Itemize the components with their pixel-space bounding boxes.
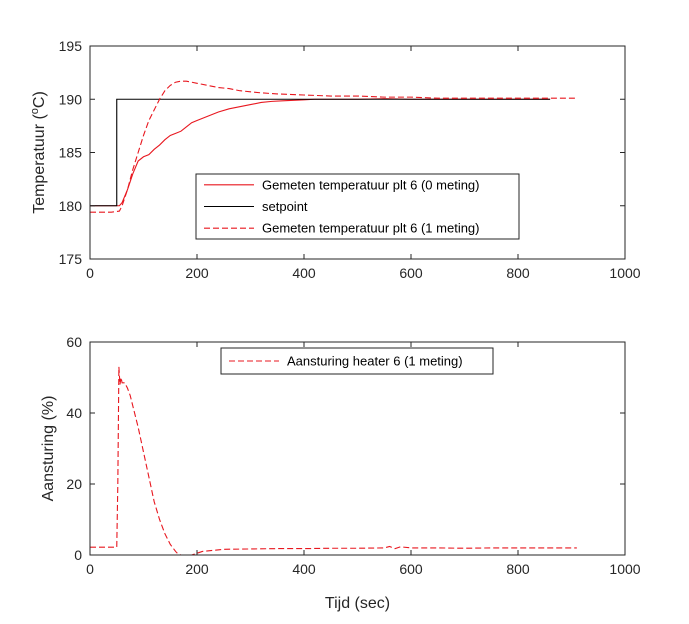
legend-entry: setpoint xyxy=(262,199,308,214)
x-tick-label: 1000 xyxy=(609,561,640,577)
x-tick-label: 200 xyxy=(185,561,209,577)
y-tick-label: 185 xyxy=(59,145,83,161)
control-ticks: 0 200 400 600 800 1000 0 20 40 60 xyxy=(66,334,640,577)
x-tick-label: 0 xyxy=(86,561,94,577)
series-line-1-0 xyxy=(90,366,577,556)
temperature-series-layer xyxy=(90,80,577,213)
legend-entry: Aansturing heater 6 (1 meting) xyxy=(287,354,463,369)
control-legend: Aansturing heater 6 (1 meting) xyxy=(220,347,494,375)
control-plot-frame xyxy=(89,341,626,556)
y-tick-label: 195 xyxy=(59,38,83,54)
control-x-axis-label: Tijd (sec) xyxy=(325,595,390,612)
temperature-ticks: 0 200 400 600 800 1000 175 180 185 190 195 xyxy=(59,38,641,281)
x-tick-label: 600 xyxy=(399,561,423,577)
x-tick-label: 600 xyxy=(399,265,423,281)
x-tick-label: 400 xyxy=(292,561,316,577)
series-line-0-2 xyxy=(90,80,577,213)
legend-entry: Gemeten temperatuur plt 6 (0 meting) xyxy=(262,177,480,192)
x-tick-label: 0 xyxy=(86,265,94,281)
control-series-layer xyxy=(90,366,577,556)
legend-entry: Gemeten temperatuur plt 6 (1 meting) xyxy=(262,221,480,236)
y-tick-label: 60 xyxy=(66,334,82,350)
x-tick-label: 200 xyxy=(185,265,209,281)
x-tick-label: 800 xyxy=(506,561,530,577)
temperature-plot: 0 200 400 600 800 1000 175 180 185 190 195 Tempera… xyxy=(29,38,641,281)
x-tick-label: 800 xyxy=(506,265,530,281)
x-tick-label: 1000 xyxy=(609,265,640,281)
y-tick-label: 40 xyxy=(66,405,82,421)
y-tick-label: 180 xyxy=(59,198,83,214)
y-tick-label: 0 xyxy=(74,547,82,563)
y-tick-label: 20 xyxy=(66,476,82,492)
y-tick-label: 175 xyxy=(59,251,83,267)
control-y-axis-label: Aansturing (%) xyxy=(40,396,57,502)
temperature-y-axis-label: Temperatuur (oC) xyxy=(29,91,48,214)
temperature-legend: Gemeten temperatuur plt 6 (0 meting) setp… xyxy=(195,173,520,240)
x-tick-label: 400 xyxy=(292,265,316,281)
series-line-0-1 xyxy=(90,98,551,207)
y-tick-label: 190 xyxy=(59,91,83,107)
